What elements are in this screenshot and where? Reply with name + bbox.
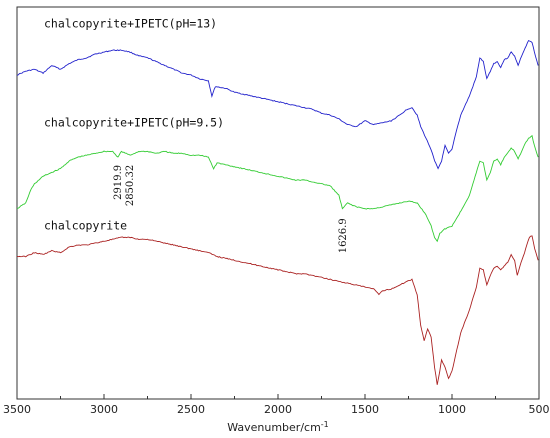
x-axis-title: Wavenumber/cm-1 (227, 420, 329, 434)
peak-label: 1626.9 (338, 218, 349, 253)
series-labels: chalcopyrite+IPETC(pH=13) chalcopyrite+IP… (44, 16, 224, 232)
x-tick-label: 2000 (264, 403, 292, 416)
x-axis-tick-labels: 3500 3000 2500 2000 1500 1000 500 (3, 403, 550, 416)
x-axis-title-text: Wavenumber/cm (227, 421, 321, 434)
x-tick-label: 3000 (90, 403, 118, 416)
series-label: chalcopyrite (44, 219, 127, 233)
series-label: chalcopyrite+IPETC(pH=9.5) (44, 116, 224, 130)
x-tick-label: 500 (529, 403, 550, 416)
x-axis-ticks (16, 394, 540, 399)
series-lines (16, 39, 539, 385)
x-tick-label: 1000 (438, 403, 466, 416)
x-tick-label: 3500 (3, 403, 31, 416)
peak-label: 2919.9 (113, 165, 124, 200)
series-line (16, 134, 539, 243)
series-line (16, 235, 539, 385)
x-axis-title-superscript: -1 (321, 420, 329, 429)
x-tick-label: 2500 (177, 403, 205, 416)
series-label: chalcopyrite+IPETC(pH=13) (44, 16, 217, 30)
peak-label: 2850.32 (125, 165, 136, 206)
peak-labels: 2919.9 2850.32 1626.9 (113, 165, 349, 253)
series-line (16, 39, 539, 170)
plot-frame (16, 6, 540, 400)
x-tick-label: 1500 (351, 403, 379, 416)
